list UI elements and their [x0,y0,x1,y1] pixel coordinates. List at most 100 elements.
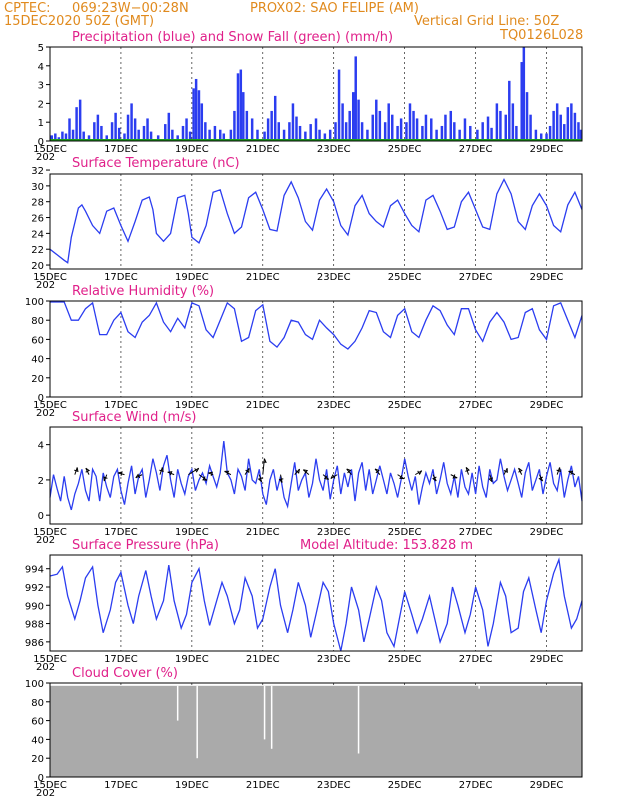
x-tick-label: 23DEC [317,272,351,283]
precip-bar [96,114,100,141]
y-tick-label: 80 [31,316,44,327]
y-tick-label: 24 [31,229,44,240]
precip-bar [288,122,291,141]
precip-bar [378,110,382,141]
wind-arrow-head [488,477,494,483]
x-tick-label: 21DEC [246,527,280,538]
wind-arrow-head [330,474,336,479]
precip-bar [341,103,344,141]
y-tick-label: 1 [38,118,44,129]
precip-bar [371,114,374,141]
y-tick-label: 0 [38,393,44,404]
precip-bar [534,129,538,141]
wind-arrow-head [432,476,437,482]
panel-subtitle-pres: Model Altitude: 153.828 m [300,538,473,553]
wind-arrow-head [85,467,91,473]
precip-bar [421,125,424,141]
y-tick-label: 60 [31,335,44,346]
x-tick-label: 23DEC [317,144,351,155]
precip-bar [366,129,369,141]
x-tick-label: 19DEC [175,272,209,283]
header-gridline: Vertical Grid Line: 50Z [414,14,559,29]
y-tick-label: 100 [25,679,44,690]
precip-bar [277,122,281,141]
precip-bar [105,135,108,141]
precip-bar [87,135,91,141]
y-tick-label: 100 [25,297,44,308]
precip-bar [68,118,71,141]
precip-bar [344,122,348,141]
wind-arrow-head [278,478,284,483]
precip-bar [570,103,573,141]
wind-arrow-head [74,467,79,473]
wind-arrow-head [346,468,352,474]
x-tick-label: 23DEC [317,780,351,791]
precip-bar [110,122,114,141]
precip-bar [93,122,96,141]
precip-bar [430,118,433,141]
x-tick-label: 27DEC [459,400,493,411]
precip-bar [314,118,318,141]
precip-bar [449,110,453,141]
precip-bar [282,129,286,141]
wind-arrow [188,467,199,476]
precip-bar [64,133,68,141]
x-tick-label: 25DEC [388,780,422,791]
precip-bar [525,92,529,141]
precip-bar [137,129,140,141]
precip-bar [146,118,149,141]
x-tick-label: 25DEC [388,527,422,538]
x-tick-label: 21DEC [246,400,280,411]
x-tick-label: 29DEC [530,272,564,283]
wind-arrow-head [374,468,380,474]
wind-arrow-head [417,470,423,476]
precip-bar [469,125,472,141]
temp-series-line [49,178,583,264]
precip-bar [266,118,270,141]
precip-bar [415,118,419,141]
precip-bar [328,129,332,141]
wind-arrow-head [103,476,108,482]
x-tick-label: 29DEC [530,654,564,665]
precip-bar [171,129,174,141]
x-tick-label: 19DEC [175,400,209,411]
precip-bar [309,124,312,141]
panel-temp: Surface Temperature (nC) 20 22 24 26 28 30 32 15… [31,156,583,291]
wind-arrow [280,474,283,483]
precip-bar [213,125,217,141]
wind-arrow-head [465,467,470,472]
x-tick-label: 17DEC [104,527,138,538]
precip-bar [61,131,64,141]
y-tick-label: 988 [25,620,44,631]
panel-title-wind: Surface Wind (m/s) [72,410,196,425]
panel-frame [49,300,583,398]
panel-frame [49,46,583,142]
x-tick-label: 19DEC [175,527,209,538]
x-year-label: 202 [36,152,55,163]
precip-bar [149,131,153,141]
precip-bar [476,129,479,141]
precip-bar [208,129,211,141]
wind-arrow-head [194,467,200,473]
panel-title-precip: Precipitation (blue) and Snow Fall (gree… [72,30,393,45]
y-tick-label: 0 [38,773,44,784]
precip-bar [75,107,78,141]
panel-pres: Surface Pressure (hPa) Model Altitude: 15… [25,538,583,673]
x-tick-label: 17DEC [104,400,138,411]
precip-bar [566,107,570,141]
wind-arrow-head [452,474,458,479]
precip-bar [114,112,117,141]
x-tick-label: 25DEC [388,654,422,665]
x-tick-label: 17DEC [104,144,138,155]
precip-bar [508,80,511,141]
precip-bar [298,125,302,141]
x-tick-label: 29DEC [530,400,564,411]
x-tick-label: 19DEC [175,780,209,791]
precip-bar [263,131,266,141]
y-tick-label: 22 [31,245,44,256]
precip-bar [71,129,75,141]
wind-arrow-head [303,469,309,474]
x-tick-label: 21DEC [246,144,280,155]
precip-bar [142,125,146,141]
precip-bar [555,103,559,141]
